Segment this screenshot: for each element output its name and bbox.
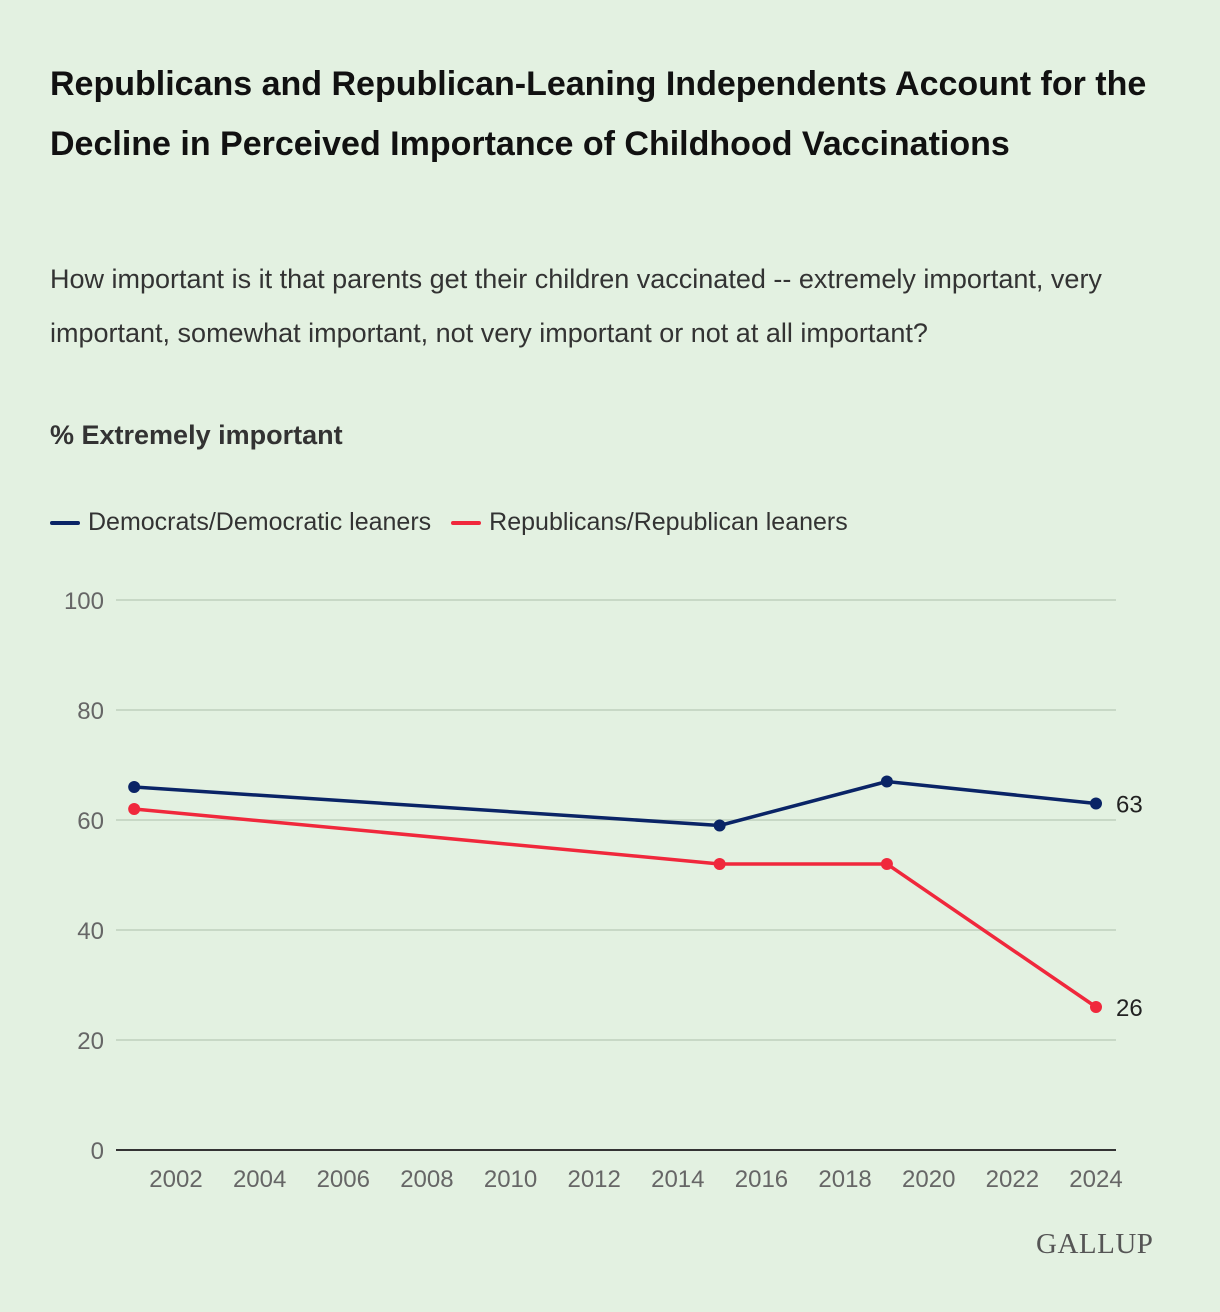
data-point	[128, 803, 141, 815]
y-tick-label: 60	[77, 808, 104, 835]
series-line-democrats	[134, 779, 1097, 828]
legend-item-democrats: Democrats/Democratic leaners	[50, 508, 431, 537]
x-tick-label: 2022	[986, 1166, 1039, 1193]
x-tick-label: 2006	[317, 1166, 370, 1193]
x-tick-label: 2018	[818, 1166, 871, 1193]
x-tick-label: 2010	[484, 1166, 537, 1193]
legend-label-republicans: Republicans/Republican leaners	[489, 508, 848, 536]
data-point	[880, 858, 893, 870]
series-line-republicans	[134, 807, 1097, 1009]
data-point	[1090, 797, 1102, 810]
data-point	[128, 781, 141, 793]
data-point	[713, 858, 726, 870]
measure-label: % Extremely important	[50, 420, 343, 450]
legend-swatch-republicans	[451, 520, 482, 525]
end-label: 26	[1116, 995, 1143, 1022]
data-point	[1090, 1001, 1102, 1013]
data-point	[713, 819, 726, 832]
y-tick-label: 20	[77, 1028, 104, 1055]
gallup-logo: GALLUP	[1036, 1228, 1154, 1260]
y-tick-label: 80	[77, 698, 104, 725]
legend-swatch-democrats	[50, 520, 80, 525]
x-tick-label: 2012	[567, 1166, 620, 1193]
x-tick-label: 2016	[735, 1166, 788, 1193]
legend-item-republicans: Republicans/Republican leaners	[451, 508, 848, 537]
x-tick-label: 2002	[149, 1166, 202, 1193]
chart-subtitle: How important is it that parents get the…	[50, 264, 1102, 348]
y-tick-label: 40	[77, 918, 104, 945]
x-tick-label: 2004	[233, 1166, 286, 1193]
chart-title: Republicans and Republican-Leaning Indep…	[50, 65, 1147, 163]
y-tick-label: 0	[91, 1138, 104, 1165]
end-label: 63	[1116, 792, 1143, 819]
x-tick-label: 2020	[902, 1166, 955, 1193]
x-tick-label: 2014	[651, 1166, 704, 1193]
x-tick-label: 2024	[1069, 1166, 1122, 1193]
legend-label-democrats: Democrats/Democratic leaners	[88, 508, 432, 536]
y-tick-label: 100	[64, 588, 104, 615]
data-point	[880, 775, 893, 788]
x-tick-label: 2008	[400, 1166, 453, 1193]
legend: Democrats/Democratic leaners Republicans…	[50, 508, 848, 537]
